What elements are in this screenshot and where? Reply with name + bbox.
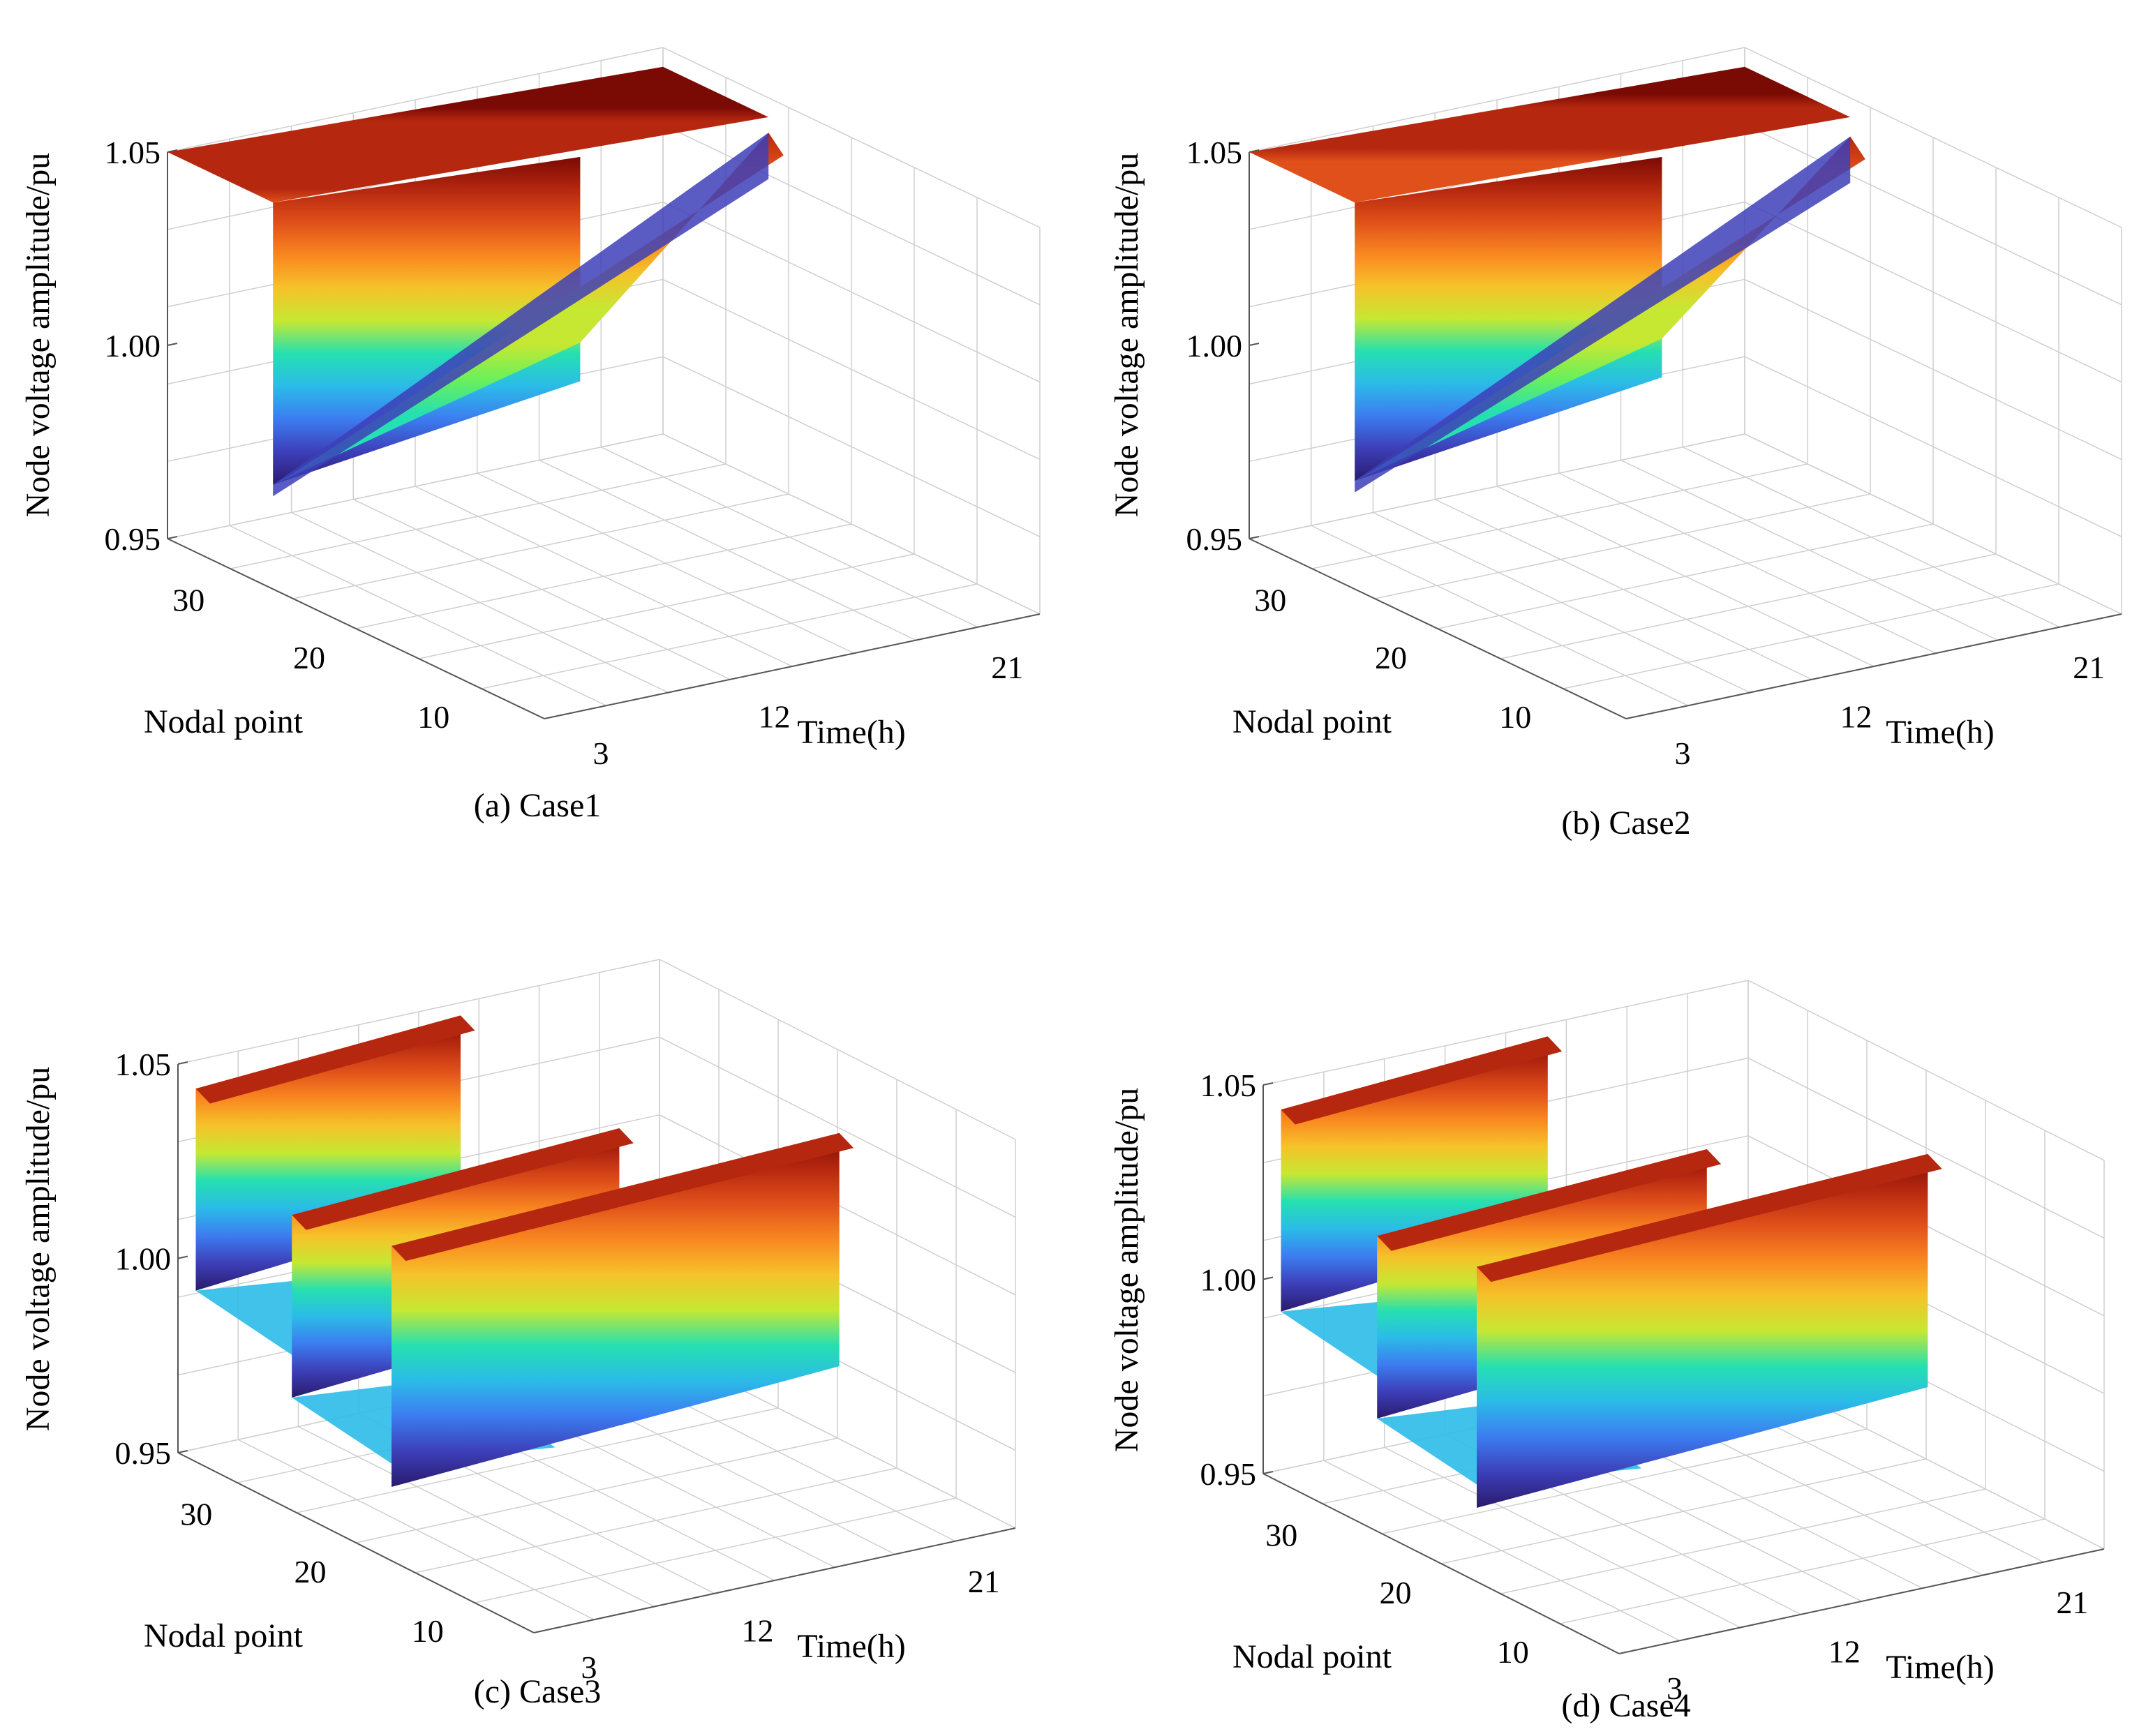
- time-tick-label: 12: [742, 1613, 774, 1649]
- panel-caption: (c) Case3: [474, 1673, 602, 1710]
- time-axis-label: Time(h): [797, 1628, 906, 1665]
- node-tick-label: 20: [1380, 1575, 1412, 1610]
- time-tick-label: 21: [2073, 650, 2105, 685]
- node-axis-label: Nodal point: [1232, 703, 1392, 740]
- node-tick-label: 10: [412, 1613, 444, 1649]
- z-tick-label: 1.05: [1186, 135, 1243, 170]
- ridge-top-1: [1281, 1036, 1563, 1125]
- time-axis-label: Time(h): [1886, 714, 1995, 751]
- time-axis: [533, 1527, 1016, 1633]
- node-tick-label: 30: [180, 1497, 212, 1532]
- sag-edge: [273, 133, 769, 497]
- node-tick-label: 30: [1265, 1518, 1297, 1553]
- surface: [167, 66, 784, 497]
- z-tick-label: 1.00: [115, 1241, 172, 1277]
- node-axis: [1262, 1473, 1620, 1654]
- surface: [1281, 1036, 1942, 1508]
- node-tick-label: 10: [1497, 1634, 1529, 1670]
- node-axis-label: Nodal point: [144, 1617, 304, 1654]
- time-tick-label: 3: [1675, 735, 1691, 771]
- time-tick-label: 12: [1840, 699, 1872, 735]
- node-axis: [167, 538, 545, 719]
- time-tick-label: 21: [2056, 1585, 2088, 1620]
- z-tick-label: 0.95: [1186, 521, 1243, 557]
- z-tick-label: 0.95: [115, 1435, 172, 1471]
- time-tick-label: 3: [1667, 1670, 1683, 1706]
- node-axis-label: Nodal point: [1232, 1638, 1392, 1675]
- panel-caption: (a) Case1: [474, 787, 602, 824]
- panel-b: 0.95 1.00 1.05 10 20 30 3 12 21 Node voltage ampl…: [1108, 47, 2122, 841]
- z-tick-label: 0.95: [1200, 1456, 1257, 1492]
- time-tick-label: 3: [593, 735, 609, 771]
- panel-caption: (b) Case2: [1561, 805, 1690, 841]
- z-tick-label: 1.00: [105, 328, 161, 364]
- node-tick-label: 20: [293, 640, 325, 675]
- time-axis-label: Time(h): [797, 714, 906, 751]
- panel-caption: (d) Case4: [1561, 1687, 1690, 1724]
- ridge-top-3: [392, 1132, 854, 1262]
- node-tick-label: 20: [295, 1554, 327, 1589]
- node-tick-label: 10: [417, 699, 449, 735]
- node-tick-label: 20: [1375, 640, 1407, 675]
- time-tick-label: 21: [968, 1564, 1000, 1599]
- plateau-surface: [167, 66, 769, 203]
- time-axis: [544, 613, 1041, 719]
- surface: [1249, 66, 1865, 493]
- time-tick-label: 21: [991, 650, 1023, 685]
- panel-c: 0.95 1.00 1.05 10 20 30 3 12 21 Node voltage ampl…: [20, 959, 1016, 1710]
- time-axis: [1618, 1548, 2105, 1654]
- node-tick-label: 30: [1254, 583, 1286, 618]
- cliff-surface: [1355, 156, 1662, 481]
- z-tick-label: 1.00: [1186, 328, 1243, 364]
- sag-edge: [1355, 136, 1851, 493]
- z-axis-label: Node voltage amplitude/pu: [20, 1067, 57, 1432]
- node-axis-label: Nodal point: [144, 703, 304, 740]
- node-tick-label: 10: [1499, 699, 1531, 735]
- node-tick-label: 30: [172, 583, 204, 618]
- z-tick-label: 1.00: [1200, 1262, 1257, 1298]
- plateau-surface: [1249, 66, 1851, 203]
- time-tick-label: 12: [759, 699, 791, 735]
- surface: [195, 1015, 854, 1487]
- z-tick-label: 0.95: [105, 521, 161, 557]
- ridge-top-2: [292, 1128, 634, 1230]
- cliff-surface: [273, 156, 581, 485]
- node-axis: [177, 1452, 535, 1633]
- panel-a: 0.95 1.00 1.05 10 20 30 3 12 21 Node voltage ampl…: [20, 47, 1041, 824]
- ridge-top-3: [1477, 1153, 1942, 1282]
- ridge-top-2: [1377, 1149, 1722, 1251]
- z-tick-label: 1.05: [1200, 1068, 1257, 1103]
- z-tick-label: 1.05: [115, 1047, 172, 1082]
- z-axis-label: Node voltage amplitude/pu: [20, 153, 57, 518]
- z-tick-label: 1.05: [105, 135, 161, 170]
- z-axis-label: Node voltage amplitude/pu: [1108, 153, 1145, 518]
- ridge-top-1: [195, 1015, 475, 1104]
- panel-d: 0.95 1.00 1.05 10 20 30 3 12 21 Node voltage ampl…: [1108, 980, 2105, 1724]
- time-axis-label: Time(h): [1886, 1649, 1995, 1686]
- time-tick-label: 12: [1828, 1634, 1861, 1670]
- node-axis: [1249, 538, 1627, 719]
- z-axis-label: Node voltage amplitude/pu: [1108, 1088, 1145, 1453]
- time-axis: [1625, 613, 2122, 719]
- time-tick-label: 3: [581, 1649, 597, 1685]
